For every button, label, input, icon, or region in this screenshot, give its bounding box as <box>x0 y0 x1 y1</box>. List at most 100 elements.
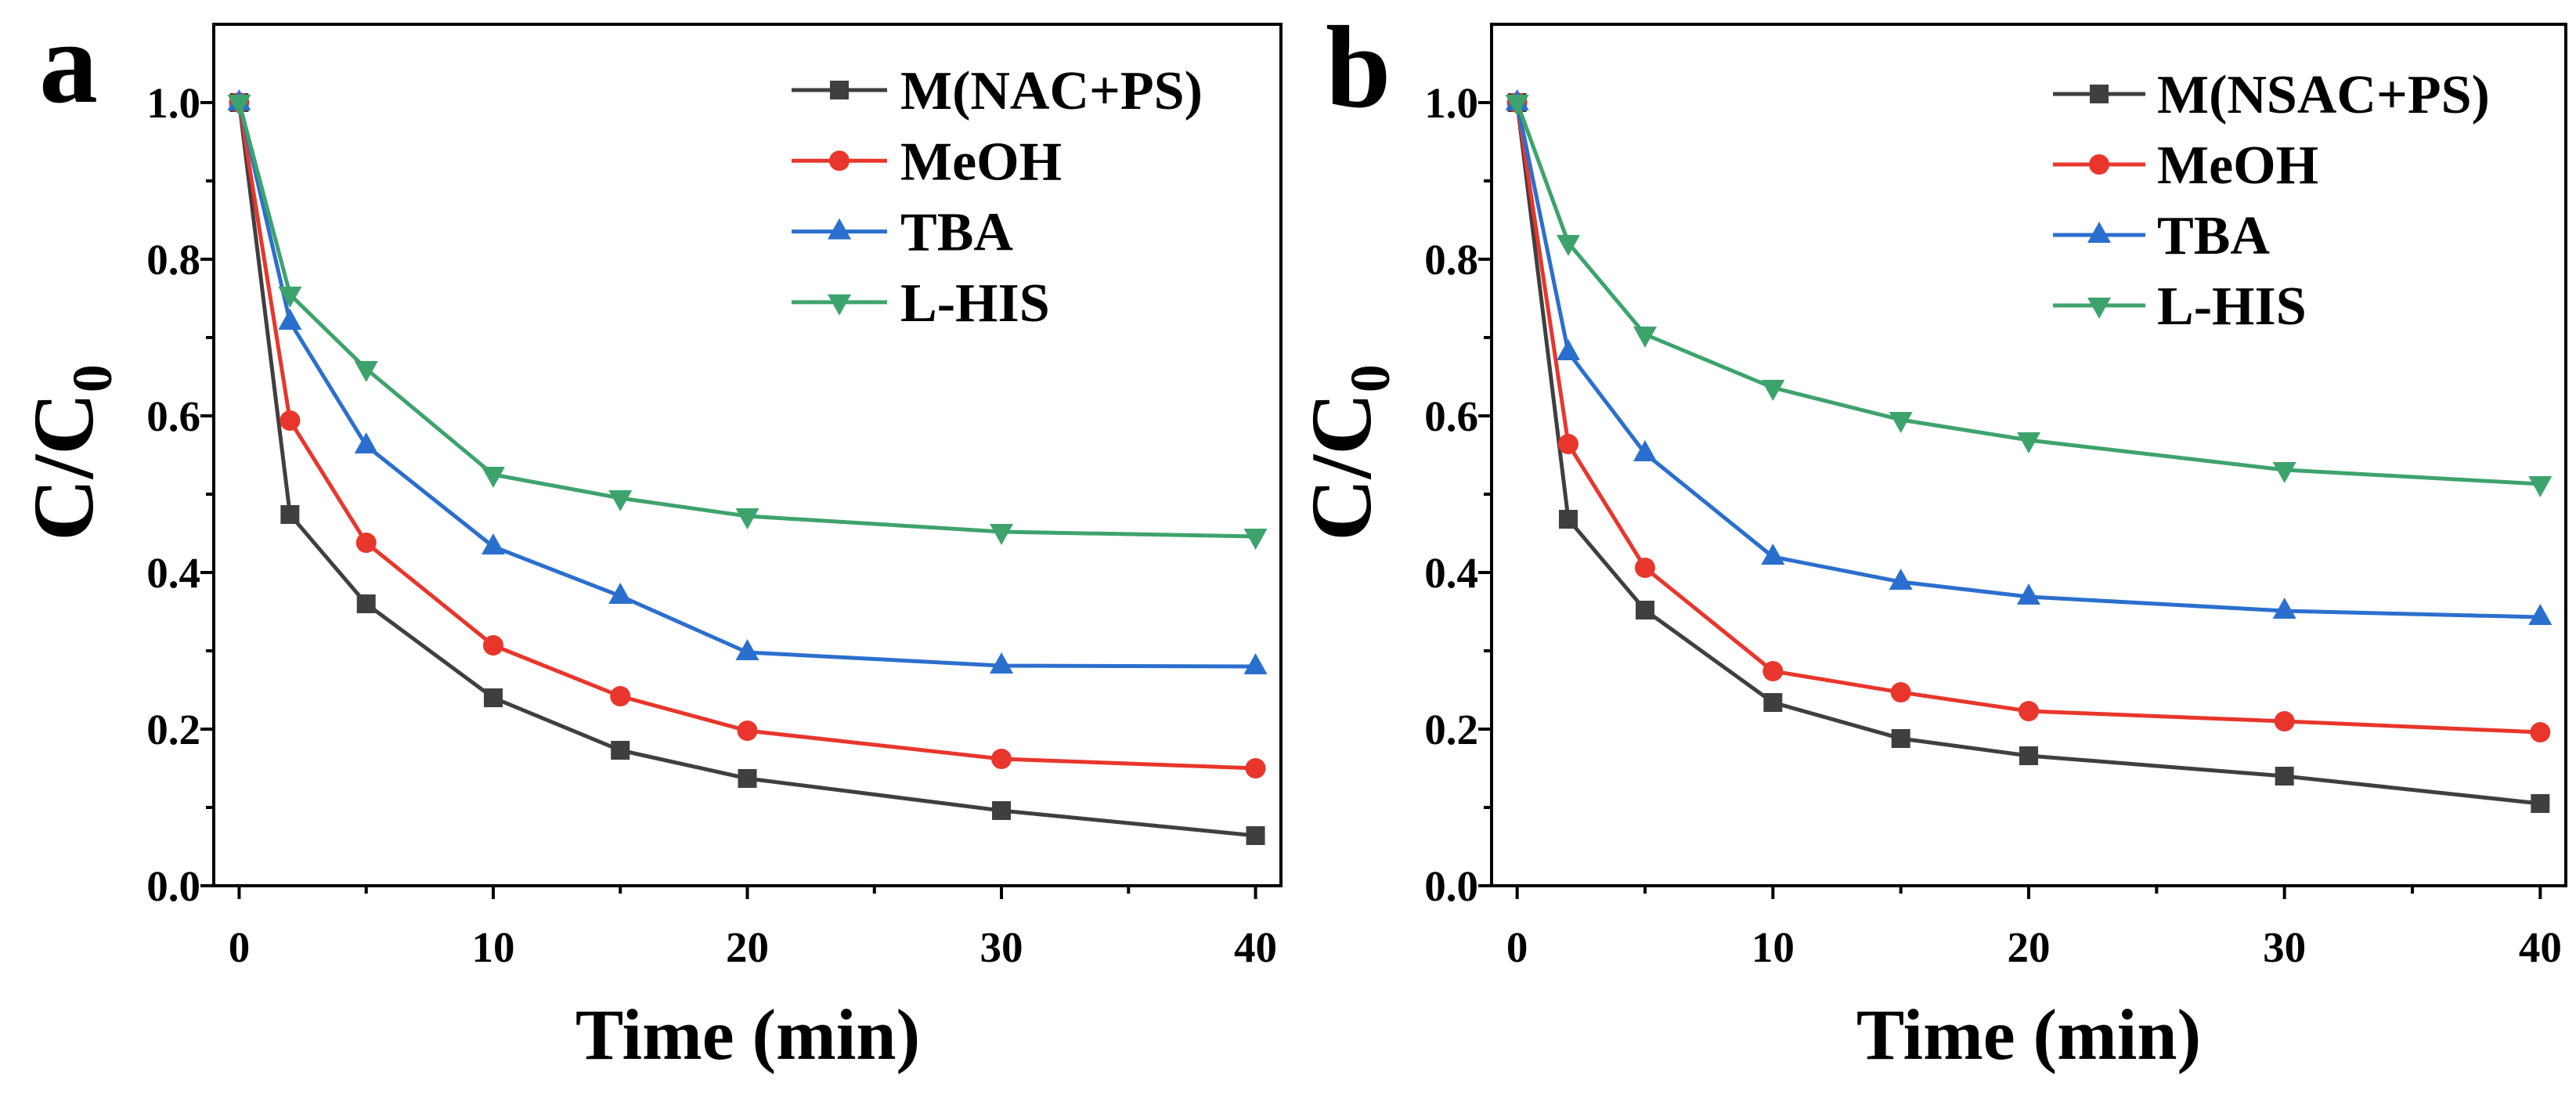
legend-label: TBA <box>2157 206 2270 266</box>
data-point-l-his <box>990 524 1014 545</box>
legend-marker <box>2087 298 2111 319</box>
series-line-tba <box>1515 100 2542 619</box>
series-line-l-his <box>237 100 1257 539</box>
series-line-m-nac-ps <box>237 100 1257 838</box>
series-l-his <box>1505 95 2553 497</box>
data-point-meoh <box>1635 558 1655 578</box>
data-point-tba <box>990 652 1014 674</box>
legend-entry-l-his: L-HIS <box>792 273 1050 334</box>
legend-entry-meoh: MeOH <box>2053 135 2318 196</box>
legend-label: M(NSAC+PS) <box>2157 65 2490 125</box>
data-point-l-his <box>1557 235 1580 256</box>
series-line-l-his <box>1515 100 2542 486</box>
y-tick-label: 0.8 <box>146 236 200 284</box>
legend-label: MeOH <box>2157 135 2318 196</box>
legend-label: TBA <box>900 203 1013 263</box>
data-point-meoh <box>1245 758 1266 778</box>
data-point-l-his <box>1505 95 1529 116</box>
y-tick-label: 0.6 <box>146 392 200 440</box>
y-axis-label: C/C0 <box>1293 364 1402 540</box>
data-point-m-nac-ps <box>1246 826 1265 845</box>
data-point-l-his <box>278 287 302 308</box>
y-tick-label: 0.0 <box>1424 862 1478 910</box>
data-point-meoh <box>610 686 631 706</box>
data-point-l-his <box>354 361 378 382</box>
panel-b: b 0 10 20 30 40 0.0 0.2 0.4 0.6 0.8 1.0 Time (min) C/… <box>1293 2 2567 1075</box>
data-point-l-his <box>2017 432 2040 453</box>
data-point-l-his <box>2272 462 2296 483</box>
data-point-tba <box>1633 440 1657 461</box>
data-point-m-nsac-ps <box>1891 729 1910 748</box>
x-tick-label: 0 <box>1506 923 1528 971</box>
legend-label: L-HIS <box>900 273 1050 334</box>
x-tick-label: 0 <box>229 923 251 971</box>
data-point-tba <box>278 309 302 330</box>
series-meoh <box>229 92 1266 778</box>
data-point-meoh <box>2019 701 2039 721</box>
data-point-tba <box>354 432 378 453</box>
legend-entry-tba: TBA <box>792 203 1013 263</box>
data-point-tba <box>2528 604 2553 625</box>
series-tba <box>227 89 1268 674</box>
data-point-meoh <box>991 749 1012 769</box>
axes: 0 10 20 30 40 0.0 0.2 0.4 0.6 0.8 1.0 <box>1424 23 2567 971</box>
data-point-meoh <box>355 533 377 553</box>
legend-label: MeOH <box>900 132 1062 192</box>
data-point-l-his <box>2528 476 2553 497</box>
data-point-tba <box>1557 339 1580 360</box>
data-point-m-nac-ps <box>738 769 757 788</box>
data-point-tba <box>2017 583 2040 605</box>
legend-entry-m-nac-ps: M(NAC+PS) <box>792 61 1203 121</box>
legend: M(NAC+PS) MeOH TBA L-HIS <box>792 61 1203 334</box>
y-axis-label: C/C0 <box>16 364 124 540</box>
axes: 0 10 20 30 40 0.0 0.2 0.4 0.6 0.8 1.0 <box>146 23 1283 971</box>
data-point-tba <box>1761 544 1785 565</box>
data-point-m-nac-ps <box>356 594 376 613</box>
data-point-meoh <box>1762 661 1784 681</box>
data-point-m-nsac-ps <box>1559 510 1578 529</box>
data-point-tba <box>481 533 505 554</box>
series-line-meoh <box>237 100 1257 771</box>
series-tba <box>1505 89 2553 625</box>
legend-marker <box>829 150 850 172</box>
data-point-l-his <box>1889 412 1913 433</box>
y-axis-label-main: C/C <box>1293 392 1389 540</box>
data-point-m-nac-ps <box>280 505 300 524</box>
data-point-m-nsac-ps <box>2275 767 2294 786</box>
legend-marker <box>830 81 849 99</box>
y-tick-label: 0.2 <box>1424 706 1478 753</box>
legend-entry-tba: TBA <box>2053 206 2270 266</box>
x-tick-label: 20 <box>2008 923 2051 971</box>
legend-marker <box>2089 154 2109 175</box>
x-tick-label: 30 <box>980 923 1023 971</box>
data-point-tba <box>735 639 759 660</box>
data-point-tba <box>2272 598 2296 619</box>
legend-entry-m-nsac-ps: M(NSAC+PS) <box>2053 65 2490 125</box>
data-point-meoh <box>280 410 301 431</box>
panel-a: a 0 10 20 30 40 0.0 0.2 0.4 0.6 0.8 1.0 Time (min) C/… <box>16 0 1283 1075</box>
legend-entry-l-his: L-HIS <box>2053 276 2307 337</box>
data-point-meoh <box>482 635 503 656</box>
data-point-l-his <box>481 467 505 488</box>
data-point-m-nsac-ps <box>2531 794 2550 813</box>
y-axis-label-subscript: 0 <box>61 364 124 392</box>
x-tick-label: 40 <box>2519 923 2562 971</box>
y-tick-label: 0.8 <box>1424 236 1478 284</box>
y-tick-label: 0.2 <box>146 706 200 753</box>
data-point-m-nac-ps <box>483 688 503 707</box>
data-point-l-his <box>735 508 759 529</box>
legend-entry-meoh: MeOH <box>792 132 1062 192</box>
plot-frame <box>1490 23 2567 887</box>
x-tick-label: 30 <box>2263 923 2306 971</box>
legend: M(NSAC+PS) MeOH TBA L-HIS <box>2053 65 2490 337</box>
legend-label: M(NAC+PS) <box>900 61 1203 121</box>
legend-marker <box>828 294 851 316</box>
data-point-tba <box>1889 569 1913 590</box>
x-tick-label: 10 <box>1752 923 1795 971</box>
data-point-l-his <box>1243 529 1268 550</box>
data-point-m-nsac-ps <box>1763 693 1783 712</box>
series-line-m-nsac-ps <box>1515 100 2542 806</box>
y-axis-label-main: C/C <box>16 392 111 540</box>
data-point-m-nac-ps <box>611 741 630 760</box>
